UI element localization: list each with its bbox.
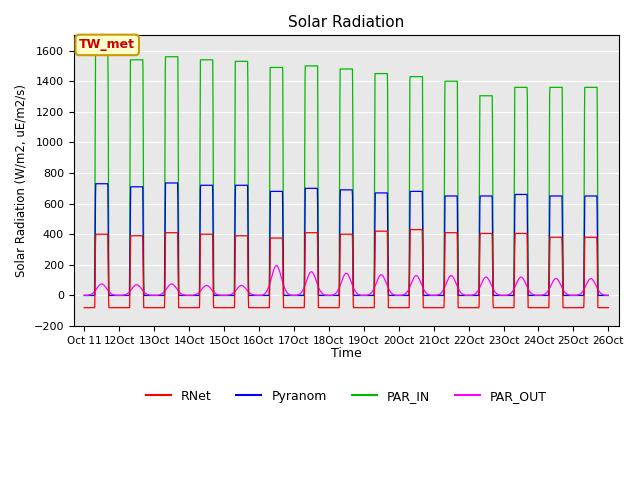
PAR_IN xyxy=(108,292,115,298)
PAR_OUT xyxy=(273,263,280,268)
RNet xyxy=(335,305,343,311)
RNet xyxy=(605,305,612,311)
RNet xyxy=(107,305,115,311)
Line: PAR_OUT: PAR_OUT xyxy=(84,265,609,295)
Title: Solar Radiation: Solar Radiation xyxy=(288,15,404,30)
PAR_OUT xyxy=(81,292,88,298)
Y-axis label: Solar Radiation (W/m2, uE/m2/s): Solar Radiation (W/m2, uE/m2/s) xyxy=(15,84,28,277)
Pyranom xyxy=(81,292,88,298)
PAR_OUT xyxy=(335,285,343,290)
Pyranom xyxy=(107,292,115,298)
PAR_OUT xyxy=(493,291,501,297)
Text: TW_met: TW_met xyxy=(79,38,135,51)
PAR_IN xyxy=(92,52,99,58)
Line: PAR_IN: PAR_IN xyxy=(84,55,609,295)
X-axis label: Time: Time xyxy=(331,347,362,360)
Pyranom xyxy=(605,292,612,298)
PAR_IN xyxy=(322,292,330,298)
PAR_IN xyxy=(589,84,597,90)
RNet xyxy=(589,234,597,240)
PAR_IN xyxy=(335,237,343,242)
PAR_IN xyxy=(589,84,597,90)
RNet xyxy=(589,234,597,240)
Pyranom xyxy=(589,193,597,199)
PAR_IN xyxy=(81,292,88,298)
PAR_OUT xyxy=(322,292,330,298)
Pyranom xyxy=(162,180,170,186)
PAR_IN xyxy=(605,292,612,298)
PAR_OUT xyxy=(589,277,597,283)
PAR_OUT xyxy=(605,292,612,298)
PAR_OUT xyxy=(589,278,597,284)
RNet xyxy=(81,305,88,311)
RNet xyxy=(493,305,501,311)
PAR_OUT xyxy=(107,291,115,297)
Line: Pyranom: Pyranom xyxy=(84,183,609,295)
RNet xyxy=(321,305,329,311)
Pyranom xyxy=(322,292,330,298)
Pyranom xyxy=(589,193,597,199)
Pyranom xyxy=(335,288,343,293)
Legend: RNet, Pyranom, PAR_IN, PAR_OUT: RNet, Pyranom, PAR_IN, PAR_OUT xyxy=(141,384,552,408)
PAR_IN xyxy=(493,292,501,298)
RNet xyxy=(406,227,414,232)
Pyranom xyxy=(493,292,501,298)
Line: RNet: RNet xyxy=(84,229,609,308)
